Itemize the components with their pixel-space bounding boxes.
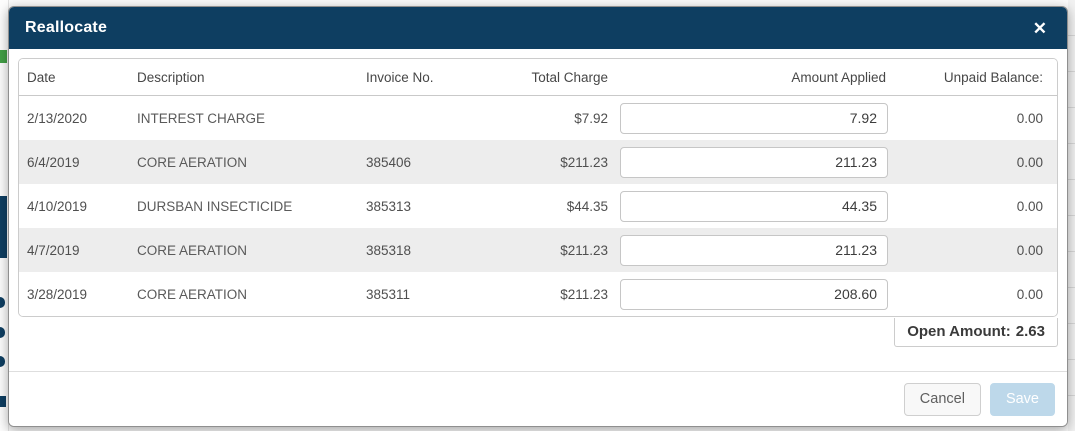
cell-total-charge: $7.92 [574, 110, 608, 126]
table-row: 4/10/2019 DURSBAN INSECTICIDE 385313 $44… [19, 184, 1057, 228]
cell-invoice-no: 385406 [366, 154, 412, 170]
column-header-invoice-no: Invoice No. [366, 69, 434, 85]
open-amount-label: Open Amount: [907, 323, 1011, 340]
cell-description: INTEREST CHARGE [137, 110, 266, 126]
amount-applied-input[interactable] [620, 102, 888, 134]
background-fragment-navy [0, 196, 7, 258]
cell-total-charge: $44.35 [566, 198, 608, 214]
table-header-row: Date Description Invoice No. Total Charg… [19, 59, 1057, 96]
cell-unpaid-balance: 0.00 [1016, 286, 1043, 302]
dialog-title: Reallocate [25, 19, 108, 36]
cell-total-charge: $211.23 [560, 242, 608, 258]
cell-invoice-no: 385313 [366, 198, 412, 214]
cell-description: CORE AERATION [137, 242, 248, 258]
background-fragment-navy-small [0, 396, 6, 407]
cell-date: 4/10/2019 [27, 198, 88, 214]
open-amount-value: 2.63 [1015, 323, 1045, 340]
cell-amount-applied [614, 234, 892, 266]
charges-table: Date Description Invoice No. Total Charg… [18, 58, 1058, 317]
dialog-footer: Cancel Save [9, 371, 1067, 426]
cancel-button[interactable]: Cancel [903, 382, 981, 416]
table-row: 4/7/2019 CORE AERATION 385318 $211.23 0.… [19, 228, 1057, 272]
cell-unpaid-balance: 0.00 [1016, 154, 1043, 170]
reallocate-dialog: Reallocate ✕ Date Description Invoice No… [8, 6, 1068, 427]
dialog-header: Reallocate ✕ [9, 7, 1067, 49]
cell-total-charge: $211.23 [560, 286, 608, 302]
cell-date: 4/7/2019 [27, 242, 80, 258]
background-fragment-green [0, 50, 7, 63]
cell-description: CORE AERATION [137, 286, 248, 302]
open-amount-badge: Open Amount: 2.63 [894, 318, 1058, 347]
column-header-total-charge: Total Charge [531, 69, 608, 85]
amount-applied-input[interactable] [620, 278, 888, 310]
cell-unpaid-balance: 0.00 [1016, 110, 1043, 126]
save-button[interactable]: Save [989, 382, 1055, 416]
amount-applied-input[interactable] [620, 234, 888, 266]
cell-amount-applied [614, 190, 892, 222]
cell-description: CORE AERATION [137, 154, 248, 170]
column-header-date: Date [27, 69, 56, 85]
column-header-unpaid-balance: Unpaid Balance: [943, 69, 1043, 85]
column-header-amount-applied: Amount Applied [791, 69, 886, 85]
table-row: 6/4/2019 CORE AERATION 385406 $211.23 0.… [19, 140, 1057, 184]
table-row: 2/13/2020 INTEREST CHARGE $7.92 0.00 [19, 96, 1057, 140]
background-fragment-dot [0, 327, 5, 338]
table-row: 3/28/2019 CORE AERATION 385311 $211.23 0… [19, 272, 1057, 316]
cell-unpaid-balance: 0.00 [1016, 198, 1043, 214]
background-fragment-dot [0, 297, 5, 308]
cell-date: 6/4/2019 [27, 154, 80, 170]
cell-invoice-no: 385318 [366, 242, 412, 258]
cell-unpaid-balance: 0.00 [1016, 242, 1043, 258]
amount-applied-input[interactable] [620, 146, 888, 178]
cell-amount-applied [614, 278, 892, 310]
background-fragment-dot [0, 356, 5, 367]
background-right-strip [1068, 0, 1075, 431]
cell-description: DURSBAN INSECTICIDE [137, 198, 293, 214]
column-header-description: Description [137, 69, 205, 85]
summary-bar: Open Amount: 2.63 [9, 318, 1058, 347]
close-icon[interactable]: ✕ [1029, 18, 1051, 39]
cell-total-charge: $211.23 [560, 154, 608, 170]
cell-amount-applied [614, 102, 892, 134]
cell-date: 2/13/2020 [27, 110, 88, 126]
cell-amount-applied [614, 146, 892, 178]
amount-applied-input[interactable] [620, 190, 888, 222]
cell-date: 3/28/2019 [27, 286, 88, 302]
cell-invoice-no: 385311 [366, 286, 411, 302]
